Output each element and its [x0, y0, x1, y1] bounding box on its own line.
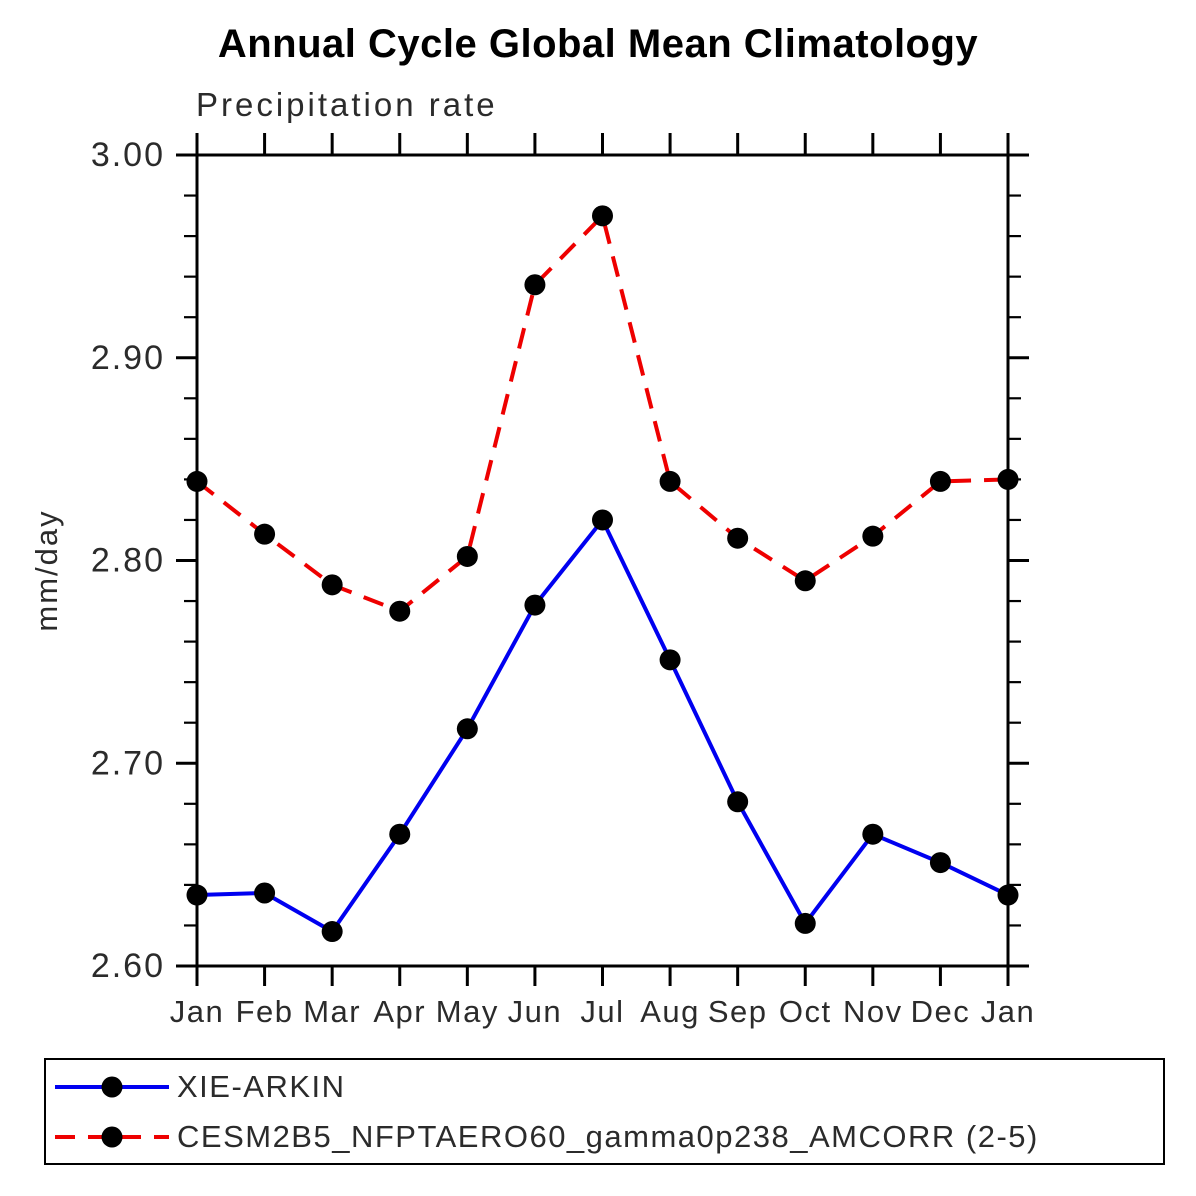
svg-text:Oct: Oct [779, 994, 832, 1029]
svg-text:Sep: Sep [708, 994, 768, 1029]
svg-text:Apr: Apr [373, 994, 426, 1029]
svg-text:2.90: 2.90 [91, 339, 165, 377]
svg-text:Jan: Jan [170, 994, 224, 1029]
svg-text:Nov: Nov [843, 994, 903, 1029]
svg-text:Jul: Jul [580, 994, 624, 1029]
chart-subtitle: Precipitation rate [196, 86, 498, 123]
legend-line-sample-dashed [55, 1126, 169, 1147]
legend-marker-icon [101, 1126, 123, 1147]
svg-text:2.70: 2.70 [91, 744, 165, 782]
legend-line-sample-solid [55, 1076, 169, 1097]
svg-text:Jun: Jun [508, 994, 562, 1029]
legend-label-xie-arkin: XIE-ARKIN [177, 1068, 346, 1104]
chart-title: Annual Cycle Global Mean Climatology [217, 22, 979, 66]
svg-text:Mar: Mar [303, 994, 361, 1029]
svg-text:mm/day: mm/day [29, 509, 64, 631]
svg-text:May: May [436, 994, 499, 1029]
legend-marker-icon [101, 1076, 123, 1097]
svg-text:2.60: 2.60 [91, 947, 165, 985]
legend-label-cesm2b5: CESM2B5_NFPTAERO60_gamma0p238_AMCORR (2-… [177, 1118, 1039, 1154]
svg-text:Jan: Jan [981, 994, 1035, 1029]
svg-text:2.80: 2.80 [91, 542, 165, 580]
legend-item-cesm2b5: CESM2B5_NFPTAERO60_gamma0p238_AMCORR (2-… [51, 1118, 1163, 1154]
svg-text:Dec: Dec [911, 994, 971, 1029]
legend: XIE-ARKIN CESM2B5_NFPTAERO60_gamma0p238_… [44, 1058, 1165, 1165]
legend-item-xie-arkin: XIE-ARKIN [51, 1068, 1163, 1104]
svg-text:3.00: 3.00 [91, 136, 165, 174]
svg-text:Aug: Aug [640, 994, 700, 1029]
svg-text:Feb: Feb [236, 994, 294, 1029]
